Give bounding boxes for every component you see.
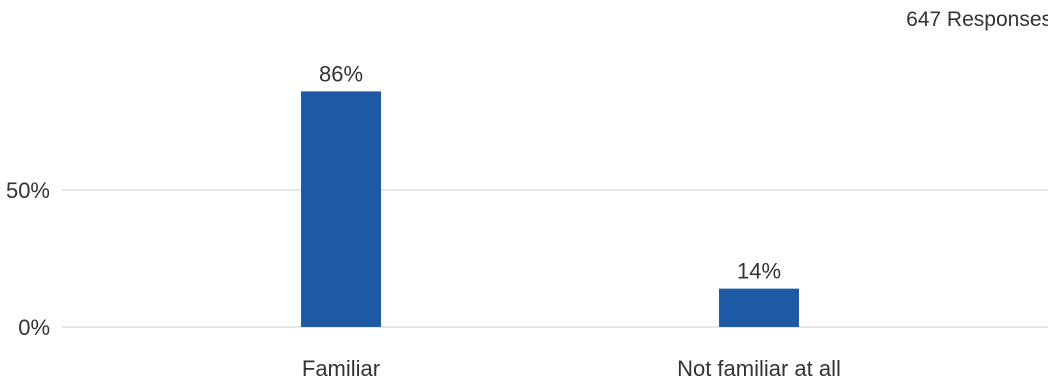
category-labels: Familiar Not familiar at all (302, 356, 841, 381)
y-axis-ticks: 0% 50% (6, 178, 50, 340)
category-label: Familiar (302, 356, 380, 381)
y-tick-label: 0% (18, 315, 50, 340)
category-label: Not familiar at all (677, 356, 841, 381)
bar (719, 288, 799, 327)
y-tick-label: 50% (6, 178, 50, 203)
data-labels: 86% 14% (319, 61, 781, 283)
bar (301, 91, 381, 327)
responses-count: 647 Responses (906, 8, 1048, 31)
data-label: 14% (737, 259, 781, 284)
data-label: 86% (319, 61, 363, 86)
gridlines (62, 189, 1048, 328)
bars (301, 91, 799, 327)
